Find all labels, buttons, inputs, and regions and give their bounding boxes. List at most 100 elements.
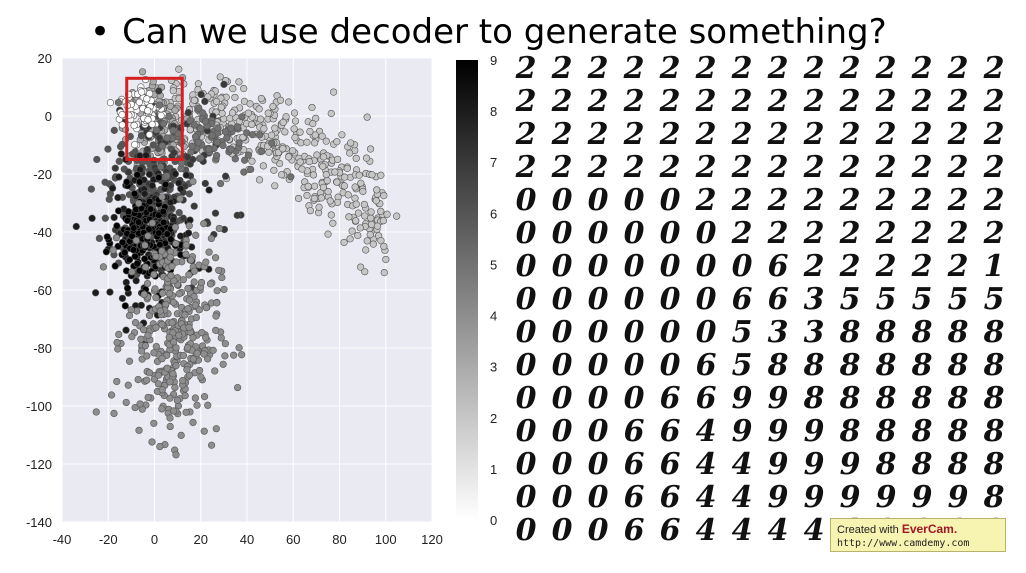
decoded-digit: 0	[695, 282, 717, 317]
x-tick-label: 100	[375, 532, 397, 547]
decoded-digit: 2	[623, 150, 645, 185]
decoded-digit: 0	[695, 315, 717, 350]
decoded-digit: 6	[767, 249, 789, 284]
scatter-point	[117, 150, 125, 158]
scatter-point	[287, 173, 295, 181]
decoded-digit: 6	[623, 414, 645, 449]
scatter-point	[304, 182, 312, 190]
scatter-point	[158, 320, 166, 329]
scatter-point	[327, 109, 335, 118]
scatter-point	[168, 262, 176, 270]
y-tick-labels: 20 0 -20 -40 -60 -80 -100 -120 -140	[26, 51, 52, 530]
decoded-digit: 0	[623, 282, 645, 317]
scatter-point	[155, 173, 163, 182]
scatter-point	[159, 120, 168, 128]
scatter-point	[216, 73, 224, 81]
evercam-watermark: Created with EverCam. http://www.camdemy…	[830, 518, 1006, 552]
decoded-digit: 0	[551, 513, 573, 548]
scatter-point	[190, 202, 198, 210]
decoded-digit: 6	[731, 282, 753, 317]
scatter-point	[202, 333, 210, 342]
decoded-digit: 0	[515, 381, 537, 416]
scatter-point	[105, 195, 113, 203]
scatter-point	[101, 214, 109, 222]
decoded-digit: 2	[767, 117, 789, 152]
scatter-point	[158, 355, 166, 363]
y-tick-label: 20	[38, 51, 52, 66]
scatter-point	[190, 121, 198, 129]
scatter-point	[259, 162, 267, 170]
scatter-point	[172, 239, 180, 248]
decoded-digit: 4	[731, 513, 753, 548]
decoded-digit: 8	[983, 480, 1005, 515]
decoded-digit: 9	[803, 447, 825, 482]
decoded-digit: 2	[803, 249, 825, 284]
y-tick-label: -120	[26, 457, 52, 472]
scatter-point	[362, 154, 371, 162]
scatter-point	[134, 376, 142, 384]
scatter-point	[290, 125, 298, 133]
scatter-point	[211, 367, 219, 375]
scatter-point	[156, 442, 164, 451]
scatter-point	[159, 207, 167, 216]
scatter-point	[221, 128, 230, 136]
decoded-digit: 2	[551, 117, 573, 152]
scatter-point	[246, 100, 254, 108]
decoded-digit: 0	[659, 315, 681, 350]
decoded-digit: 0	[623, 249, 645, 284]
scatter-point	[204, 355, 212, 363]
decoded-digit: 0	[551, 414, 573, 449]
scatter-point	[285, 98, 293, 106]
scatter-point	[322, 137, 330, 145]
decoded-digit: 8	[839, 348, 861, 383]
decoded-digit: 2	[911, 183, 933, 218]
scatter-point	[373, 222, 382, 230]
scatter-point	[184, 229, 193, 237]
decoded-digit: 0	[623, 183, 645, 218]
scatter-point	[227, 124, 235, 132]
decoded-digit: 6	[623, 480, 645, 515]
scatter-point	[158, 405, 166, 413]
scatter-point	[216, 179, 225, 188]
scatter-point	[257, 115, 265, 123]
scatter-point	[184, 108, 192, 117]
decoded-digit: 0	[587, 183, 609, 218]
scatter-point	[143, 352, 151, 360]
scatter-point	[189, 418, 197, 427]
scatter-point	[192, 231, 200, 239]
scatter-point	[191, 394, 199, 402]
decoded-digit: 0	[551, 249, 573, 284]
scatter-point	[212, 97, 221, 106]
scatter-point	[104, 145, 112, 153]
scatter-point	[271, 124, 279, 132]
decoded-digit: 5	[875, 282, 897, 317]
scatter-point	[345, 213, 353, 221]
decoded-digit: 9	[767, 480, 789, 515]
scatter-point	[212, 326, 220, 334]
decoded-digit: 2	[515, 51, 537, 86]
scatter-point	[363, 113, 371, 121]
decoded-digit: 6	[695, 381, 717, 416]
scatter-point	[185, 271, 193, 279]
scatter-point	[169, 215, 177, 224]
scatter-point	[166, 422, 174, 431]
decoded-digit: 6	[695, 348, 717, 383]
scatter-point	[303, 191, 311, 200]
scatter-point	[150, 419, 158, 427]
decoded-digit: 0	[659, 216, 681, 251]
scatter-point	[356, 224, 364, 232]
decoded-digit: 2	[767, 51, 789, 86]
scatter-point	[244, 151, 252, 159]
decoded-digit: 6	[767, 282, 789, 317]
scatter-point	[215, 266, 223, 274]
scatter-point	[118, 140, 126, 149]
scatter-point	[146, 198, 154, 206]
scatter-point	[122, 398, 130, 407]
decoded-digit: 8	[875, 447, 897, 482]
title-text: Can we use decoder to generate something…	[122, 12, 887, 52]
scatter-point	[144, 331, 152, 339]
colorbar-tick-label: 6	[490, 206, 497, 221]
scatter-point	[93, 155, 101, 164]
scatter-point	[172, 451, 180, 459]
scatter-point	[152, 294, 160, 302]
